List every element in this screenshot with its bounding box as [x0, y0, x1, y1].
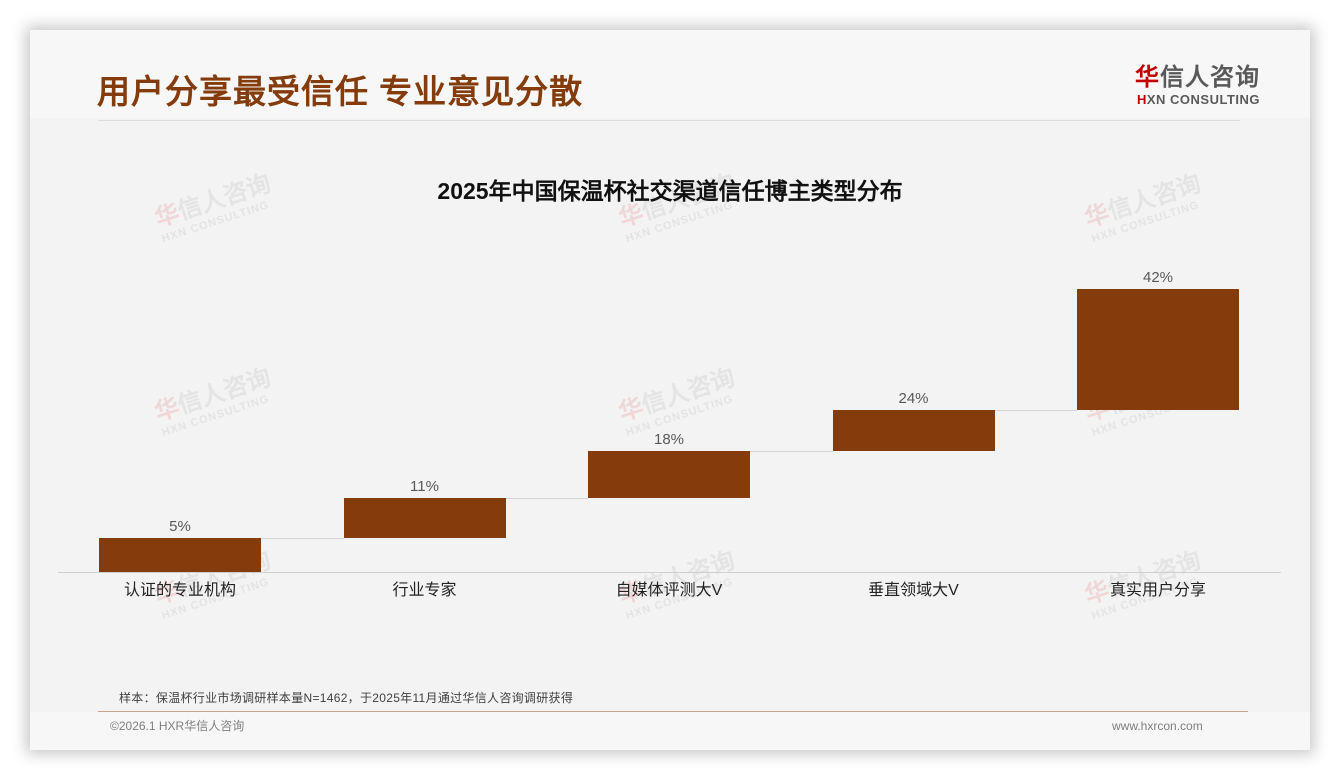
- category-label: 自媒体评测大V: [615, 582, 723, 599]
- connector-line: [750, 450, 833, 452]
- bar-value-label: 11%: [410, 477, 439, 495]
- copyright-text: ©2026.1 HXR华信人咨询: [110, 719, 245, 733]
- logo-en-accent: H: [1136, 92, 1147, 107]
- header-divider: [98, 120, 1240, 121]
- header-band: [30, 30, 1310, 118]
- connector-line: [261, 538, 344, 540]
- sample-note: 样本：保温杯行业市场调研样本量N=1462，于2025年11月通过华信人咨询调研…: [119, 691, 574, 705]
- bar: [588, 450, 750, 498]
- connector-line: [505, 497, 588, 499]
- bar: [343, 497, 506, 539]
- footer-divider: [98, 711, 1248, 712]
- logo-en-text: XN CONSULTING: [1146, 92, 1260, 107]
- bar-value-label: 24%: [898, 390, 929, 408]
- bar-value-label: 42%: [1142, 269, 1174, 286]
- logo-en: HXN CONSULTING: [1110, 92, 1260, 108]
- logo-cn-text: 信人咨询: [1160, 64, 1260, 91]
- footer-band: [30, 712, 1310, 750]
- category-label: 真实用户分享: [1109, 582, 1206, 599]
- connector-line: [994, 410, 1077, 412]
- category-label: 垂直领域大V: [868, 582, 959, 599]
- category-label: 认证的专业机构: [123, 582, 236, 599]
- bar: [1077, 289, 1239, 411]
- company-logo: 华信人咨询 HXN CONSULTING: [1110, 64, 1260, 108]
- slide: 用户分享最受信任 专业意见分散 华信人咨询 HXN CONSULTING 华信人…: [30, 30, 1310, 750]
- bar: [832, 410, 995, 451]
- category-label: 行业专家: [392, 582, 457, 599]
- logo-accent-char: 华: [1135, 64, 1160, 91]
- bar-value-label: 5%: [169, 518, 191, 536]
- logo-cn: 华信人咨询: [1110, 64, 1260, 92]
- chart-title: 2025年中国保温杯社交渠道信任博主类型分布: [437, 178, 903, 204]
- page-title: 用户分享最受信任 专业意见分散: [97, 73, 584, 110]
- website-link[interactable]: www.hxrcon.com: [1112, 719, 1203, 733]
- bar-value-label: 18%: [653, 430, 685, 448]
- x-axis-line: [58, 572, 1281, 573]
- bar: [99, 538, 261, 572]
